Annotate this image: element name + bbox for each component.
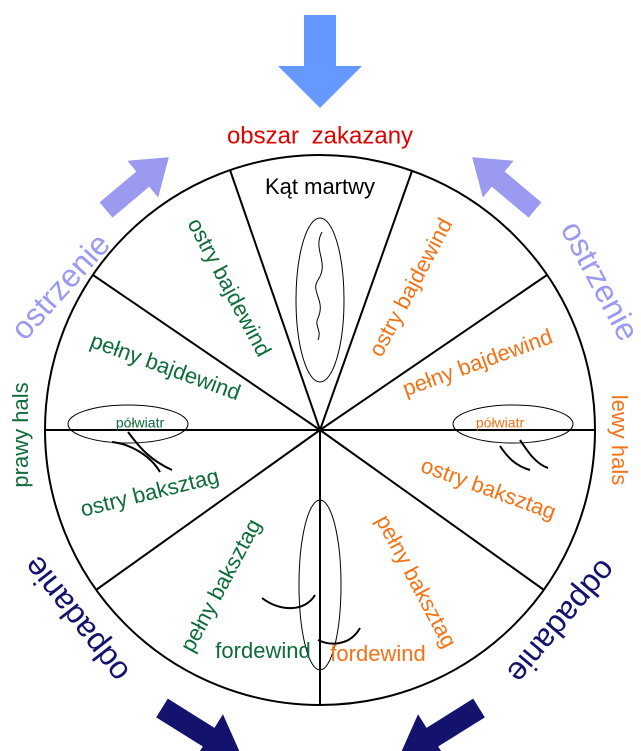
boat-left	[67, 404, 189, 473]
bearing-away-label: odpadanie	[16, 550, 136, 690]
sector-label: pełny baksztag	[175, 515, 266, 656]
luffing-label: ostrzenie	[554, 215, 641, 347]
sector-label: półwiatr	[116, 415, 165, 431]
luff-arrow-right	[472, 157, 542, 218]
sector-lines	[45, 169, 595, 705]
sector-label: półwiatr	[476, 415, 525, 431]
bearing-away-label: odpadanie	[500, 553, 624, 691]
tack-label: lewy hals	[607, 395, 632, 485]
boat-top	[295, 217, 345, 383]
boat-bottom	[261, 499, 361, 671]
sector-label: ostry bajdewind	[364, 214, 458, 361]
sector-label: fordewind	[330, 641, 425, 666]
sector-label: ostry bajdewind	[183, 214, 277, 361]
bear-arrow-right	[398, 698, 485, 751]
forbidden-zone: obszar zakazany	[227, 122, 413, 149]
wind-arrow	[278, 15, 362, 108]
sector-label: pełny baksztag	[371, 511, 462, 652]
boat-right	[452, 404, 574, 471]
sector-label: ostry baksztag	[78, 463, 222, 522]
dead-angle: Kąt martwy	[265, 174, 375, 199]
sector-label: pełny bajdewind	[399, 324, 556, 401]
sector-label: fordewind	[215, 638, 310, 663]
sector-label: pełny bajdewind	[87, 328, 244, 405]
luff-arrow-left	[99, 157, 169, 218]
bear-arrow-left	[156, 698, 243, 751]
tack-label: prawy hals	[8, 382, 33, 487]
